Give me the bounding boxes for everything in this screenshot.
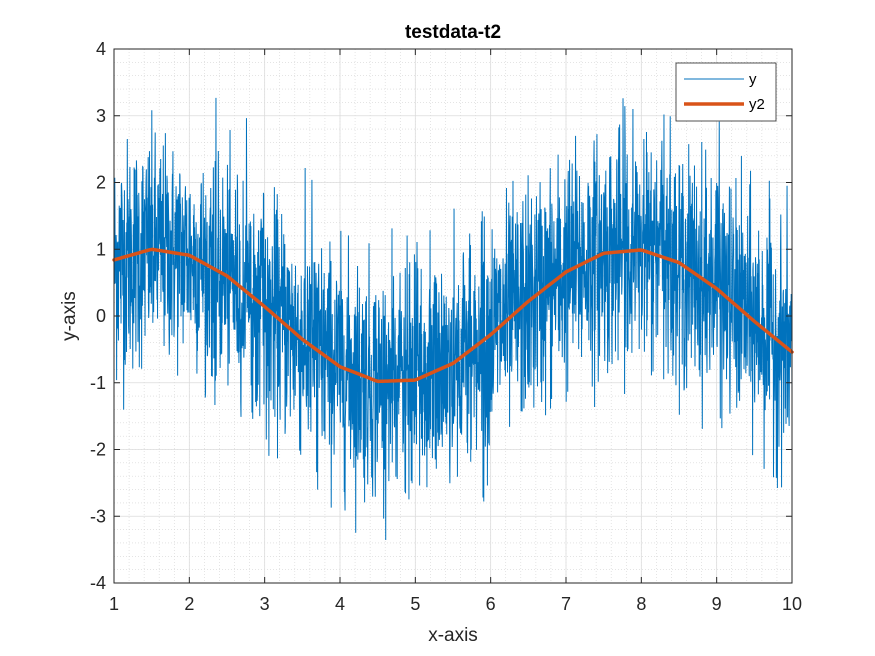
x-tick-label: 4	[335, 594, 345, 614]
y-axis-ticks: -4 -3 -2 -1 0 1 2 3 4	[90, 39, 792, 593]
y-tick-label: -3	[90, 506, 106, 526]
x-axis-ticks: 1 2 3 4 5 6 7 8 9 10	[109, 49, 802, 614]
y-tick-label: 4	[96, 39, 106, 59]
x-tick-label: 8	[636, 594, 646, 614]
y-tick-label: 0	[96, 306, 106, 326]
y-tick-label: 1	[96, 239, 106, 259]
x-tick-label: 5	[410, 594, 420, 614]
y-tick-label: -2	[90, 440, 106, 460]
x-tick-label: 9	[712, 594, 722, 614]
legend-y2-label: y2	[749, 96, 765, 113]
series-y2-line	[112, 247, 794, 384]
x-tick-label: 10	[782, 594, 802, 614]
y-axis-label: y-axis	[59, 291, 80, 341]
x-tick-label: 7	[561, 594, 571, 614]
y-tick-label: -4	[90, 573, 106, 593]
x-axis-label: x-axis	[428, 625, 478, 646]
legend: y y2	[675, 62, 777, 122]
x-tick-label: 1	[109, 594, 119, 614]
legend-y-label: y	[749, 71, 757, 88]
y-tick-label: 3	[96, 106, 106, 126]
x-tick-label: 6	[486, 594, 496, 614]
y-tick-label: 2	[96, 173, 106, 193]
series-y-line	[113, 97, 793, 540]
x-tick-label: 2	[184, 594, 194, 614]
x-tick-label: 3	[260, 594, 270, 614]
legend-box	[675, 62, 777, 122]
series-layer	[112, 97, 794, 540]
y-tick-label: -1	[90, 373, 106, 393]
chart-title: testdata-t2	[405, 22, 501, 43]
